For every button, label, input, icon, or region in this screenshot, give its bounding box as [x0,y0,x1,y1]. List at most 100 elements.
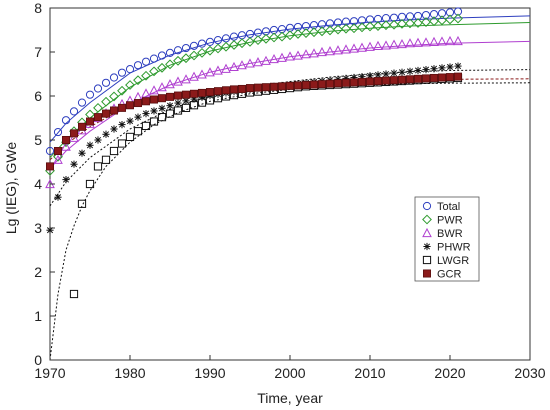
point-bwr [317,46,327,57]
point-bwr [269,53,279,64]
point-bwr [453,35,463,46]
point-gcr [381,76,390,85]
point-bwr [221,63,231,73]
point-bwr [277,52,287,62]
point-phwr [398,68,406,76]
point-total [405,12,415,21]
point-bwr [173,76,183,86]
point-gcr [165,92,174,101]
point-lwgr [125,132,135,142]
point-pwr [429,16,439,27]
point-total [101,78,111,87]
point-pwr [293,29,303,39]
point-pwr [253,35,263,46]
point-total [93,84,103,93]
x-tick-label: 2010 [354,365,385,381]
point-lwgr [197,98,207,107]
point-gcr [86,117,95,126]
point-lwgr [205,96,215,105]
legend-marker-pwr [422,214,432,225]
point-pwr [53,151,63,162]
point-pwr [205,45,215,56]
point-phwr [110,125,118,133]
legend-label-gcr: GCR [437,269,462,281]
point-total [189,41,199,50]
point-pwr [365,21,375,32]
point-pwr [189,50,199,61]
point-gcr [317,80,326,89]
point-total [333,18,343,27]
point-bwr [421,37,431,47]
point-total [397,12,407,21]
point-phwr [70,160,78,168]
point-gcr [413,74,422,83]
legend-box [414,196,480,282]
x-tick-label: 2030 [514,365,545,381]
point-lwgr [101,155,111,164]
point-bwr [157,82,167,92]
point-gcr [397,75,406,84]
point-bwr [61,141,71,151]
point-pwr [101,96,111,107]
point-gcr [285,81,294,90]
point-bwr [293,50,303,60]
point-lwgr [165,109,175,118]
point-phwr [414,66,422,75]
point-total [309,21,319,30]
point-bwr [229,61,239,72]
point-phwr [94,136,102,144]
point-gcr [133,99,142,108]
fit-line-bwr [49,40,531,169]
point-lwgr [149,117,159,126]
y-tick-label: 2 [34,264,42,280]
point-bwr [165,79,175,89]
point-phwr [126,117,134,125]
y-tick-label: 4 [34,176,42,192]
y-tick-label: 5 [34,132,42,148]
point-lwgr [189,101,199,110]
x-tick-label: 2020 [434,365,465,381]
point-pwr [237,38,247,49]
point-gcr [189,89,198,98]
point-pwr [325,25,335,36]
x-tick-label: 1990 [194,365,225,381]
point-pwr [221,41,231,52]
point-phwr [406,67,414,75]
point-gcr [261,83,270,92]
point-total [77,98,87,107]
point-total [357,16,367,25]
point-total [341,17,351,26]
point-gcr [46,162,55,171]
point-gcr [141,97,150,106]
point-total [157,51,167,60]
point-total [365,15,375,24]
point-total [229,32,239,41]
data-markers [45,7,463,299]
point-total [429,10,439,19]
legend-label-lwgr: LWGR [437,255,469,267]
y-axis-title: Lg (IEG), GWe [3,142,19,235]
point-total [421,10,431,20]
point-bwr [261,55,271,65]
point-total [205,37,215,46]
point-total [61,116,71,125]
point-bwr [445,35,455,46]
fit-line-phwr [49,69,531,207]
point-gcr [94,113,103,122]
legend-marker-lwgr [422,255,432,265]
point-bwr [325,46,335,56]
point-phwr [158,104,166,112]
point-gcr [349,78,358,87]
point-phwr [438,64,446,72]
point-phwr [454,62,462,70]
point-gcr [213,87,222,96]
point-pwr [373,21,383,31]
plot-border [49,7,531,361]
point-gcr [173,91,182,100]
point-total [45,146,55,156]
point-pwr [269,32,279,43]
fit-line-gcr [49,78,531,161]
point-gcr [149,95,158,104]
point-gcr [110,106,119,115]
